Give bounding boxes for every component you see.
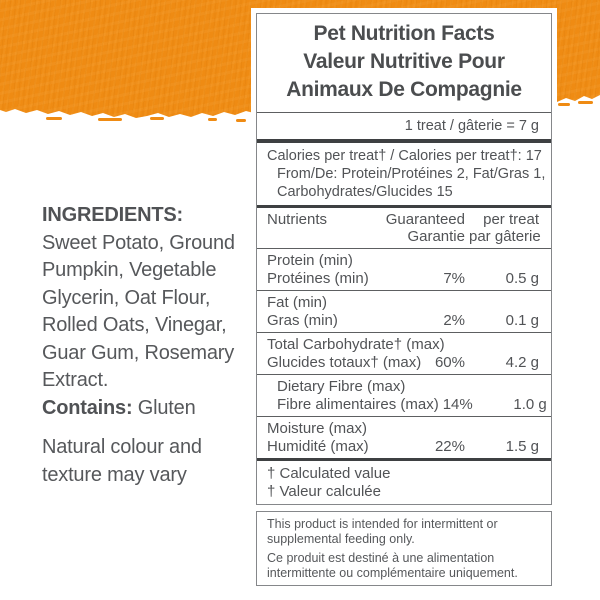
nutrient-name-en: Total Carbohydrate† (max) bbox=[267, 336, 445, 353]
ingredients-line: Extract. bbox=[42, 369, 109, 391]
guaranteed-value: 2% bbox=[443, 311, 465, 329]
label-title-line-fr2: Animaux De Compagnie bbox=[286, 78, 522, 101]
paint-speck bbox=[236, 119, 246, 122]
nutrient-name-fr: Protéines (min) bbox=[267, 269, 369, 287]
disclaimer-fr-line: intermittente ou complémentaire uniqueme… bbox=[267, 565, 518, 580]
column-header-nutrients: Nutrients bbox=[267, 211, 328, 228]
variation-note: Natural colour and texture may vary bbox=[42, 436, 202, 486]
calculated-value-footnote: † Calculated value † Valeur calculée bbox=[257, 461, 551, 504]
nutrient-row-protein: Protein (min) Protéines (min) 7% 0.5 g bbox=[257, 249, 551, 291]
nutrient-row-moisture: Moisture (max) Humidité (max) 22% 1.5 g bbox=[257, 417, 551, 461]
footnote-line-fr: † Valeur calculée bbox=[267, 482, 381, 500]
calories-from-line: From/De: Protein/Protéines 2, Fat/Gras 1… bbox=[277, 166, 546, 182]
label-title-line-fr1: Valeur Nutritive Pour bbox=[303, 50, 505, 73]
paint-speck bbox=[558, 103, 570, 106]
per-treat-value: 4.2 g bbox=[505, 353, 539, 371]
paint-speck bbox=[98, 118, 122, 121]
ingredients-panel: INGREDIENTS: Sweet Potato, Ground Pumpki… bbox=[42, 202, 264, 489]
label-title-line-en: Pet Nutrition Facts bbox=[313, 22, 495, 45]
guaranteed-value: 60% bbox=[434, 353, 465, 371]
nutrient-name-en: Fat (min) bbox=[267, 294, 327, 311]
ingredients-line: Glycerin, Oat Flour, bbox=[42, 286, 211, 309]
ingredients-line: Pumpkin, Vegetable bbox=[42, 259, 217, 281]
paint-speck bbox=[578, 101, 593, 104]
label-title: Pet Nutrition Facts Valeur Nutritive Pou… bbox=[257, 14, 551, 113]
guaranteed-value: 14% bbox=[442, 395, 473, 413]
nutrient-name-fr: Glucides totaux† (max) bbox=[267, 353, 422, 371]
nutrient-name-fr: Fibre alimentaires (max) bbox=[277, 395, 439, 413]
column-header-per-treat-en: per treat bbox=[483, 211, 539, 228]
nutrient-name-en: Protein (min) bbox=[267, 252, 353, 269]
contains-value: Gluten bbox=[137, 396, 196, 419]
per-treat-value: 0.1 g bbox=[505, 311, 539, 329]
calories-section: Calories per treat† / Calories per treat… bbox=[257, 143, 551, 208]
feeding-disclaimer-box: This product is intended for intermitten… bbox=[256, 511, 552, 586]
per-treat-value: 1.5 g bbox=[505, 437, 539, 455]
ingredients-line: Rolled Oats, Vinegar, bbox=[42, 314, 227, 336]
paint-speck bbox=[46, 117, 62, 120]
disclaimer-en: This product is intended for intermitten… bbox=[267, 517, 543, 546]
nutrient-name-fr: Humidité (max) bbox=[267, 437, 369, 455]
disclaimer-fr: Ce produit est destiné à une alimentatio… bbox=[267, 551, 543, 580]
nutrition-facts-table: Pet Nutrition Facts Valeur Nutritive Pou… bbox=[256, 13, 552, 505]
disclaimer-en-line: This product is intended for intermitten… bbox=[267, 517, 498, 531]
ingredients-heading: INGREDIENTS: bbox=[42, 204, 183, 226]
footnote-line-en: † Calculated value bbox=[267, 465, 391, 482]
guaranteed-value: 22% bbox=[434, 437, 465, 455]
nutrients-header-row: Nutrients Guaranteed per treat Garantie … bbox=[257, 208, 551, 249]
paint-speck bbox=[150, 117, 164, 120]
nutrient-row-carbohydrate: Total Carbohydrate† (max) Glucides totau… bbox=[257, 333, 551, 375]
calories-carbs-line: Carbohydrates/Glucides 15 bbox=[277, 184, 453, 200]
disclaimer-fr-line: Ce produit est destiné à une alimentatio… bbox=[267, 551, 495, 565]
disclaimer-en-line: supplemental feeding only. bbox=[267, 531, 415, 546]
nutrient-name-fr: Gras (min) bbox=[267, 311, 338, 329]
per-treat-value: 1.0 g bbox=[513, 395, 547, 413]
column-header-per-treat-fr: par gâterie bbox=[469, 228, 541, 245]
per-treat-value: 0.5 g bbox=[505, 269, 539, 287]
column-header-guaranteed-fr: Garantie bbox=[407, 228, 465, 245]
pet-nutrition-facts-label: Pet Nutrition Facts Valeur Nutritive Pou… bbox=[251, 8, 557, 591]
calories-line: Calories per treat† / Calories per treat… bbox=[267, 148, 542, 164]
column-header-guaranteed-en: Guaranteed bbox=[385, 211, 465, 228]
nutrient-name-en: Moisture (max) bbox=[267, 420, 368, 437]
paint-speck bbox=[208, 118, 217, 121]
nutrient-row-dietary-fibre: Dietary Fibre (max) Fibre alimentaires (… bbox=[257, 375, 551, 417]
contains-label: Contains: bbox=[42, 396, 133, 419]
contains-statement: Contains: Gluten bbox=[42, 395, 264, 423]
guaranteed-value: 7% bbox=[443, 269, 465, 287]
serving-size-row: 1 treat / gâterie = 7 g bbox=[257, 113, 551, 143]
nutrient-row-fat: Fat (min) Gras (min) 2% 0.1 g bbox=[257, 291, 551, 333]
nutrient-name-en: Dietary Fibre (max) bbox=[277, 378, 406, 395]
ingredients-line: Guar Gum, Rosemary bbox=[42, 341, 235, 364]
ingredients-line: Sweet Potato, Ground bbox=[42, 231, 235, 254]
